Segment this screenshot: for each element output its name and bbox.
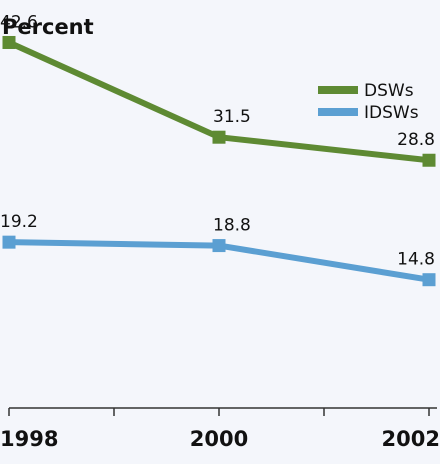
data-point-marker <box>212 130 226 144</box>
x-tick-label: 2000 <box>190 427 248 451</box>
data-label: 31.5 <box>213 107 251 127</box>
x-axis-ticks: 1998 2000 2002 <box>0 408 440 451</box>
legend-label-dsws: DSWs <box>364 81 414 101</box>
data-label: 14.8 <box>397 250 435 270</box>
y-axis-label: Percent <box>2 15 94 39</box>
series-layer: 42.6 31.5 28.8 19.2 18.8 14.8 <box>0 12 436 287</box>
data-point-marker <box>422 153 436 167</box>
series-dsws: 42.6 31.5 28.8 <box>0 12 436 167</box>
x-tick-label: 2002 <box>382 427 440 451</box>
data-label: 42.6 <box>0 12 38 32</box>
data-label: 19.2 <box>0 212 38 232</box>
series-idsws: 19.2 18.8 14.8 <box>0 212 436 287</box>
data-point-marker <box>2 235 16 249</box>
data-point-marker <box>422 273 436 287</box>
legend-label-idsws: IDSWs <box>364 103 419 123</box>
x-tick-label: 1998 <box>0 427 58 451</box>
data-label: 28.8 <box>397 130 435 150</box>
data-point-marker <box>2 35 16 49</box>
data-label: 18.8 <box>213 216 251 236</box>
data-point-marker <box>212 239 226 253</box>
